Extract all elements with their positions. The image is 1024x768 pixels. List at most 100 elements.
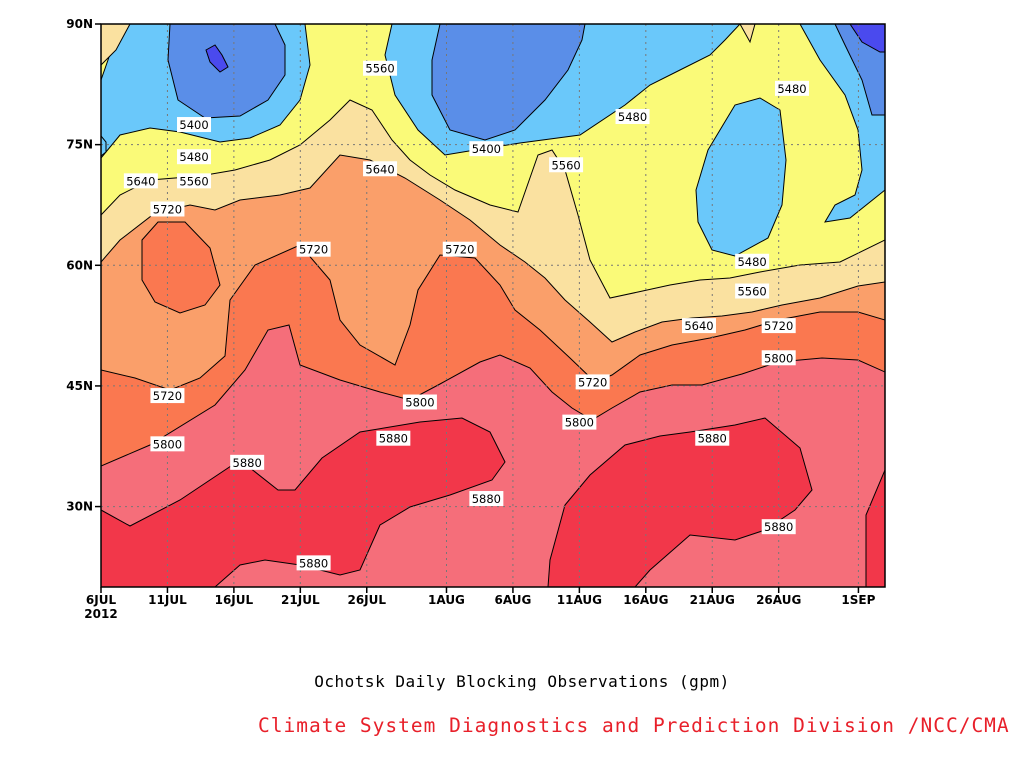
contour-label-text: 5560 (551, 158, 580, 172)
x-tick-label: 11JUL (148, 593, 187, 607)
contour-labels: 5400 5480 5560 5640 5720 5560 5640 5720 5720 5400… (123, 60, 809, 571)
contour-label-box (761, 350, 796, 366)
contour-label-text: 5560 (179, 174, 208, 188)
contour-label-box (150, 201, 185, 217)
contour-label-text: 5480 (179, 150, 208, 164)
contour-label-text: 5400 (472, 142, 501, 156)
contour-label-box (735, 253, 770, 269)
plot-frame (100, 23, 886, 588)
credit-line: Climate System Diagnostics and Predictio… (258, 714, 1010, 737)
x-tick-label: 6AUG (494, 593, 531, 607)
chart-title: Ochotsk Daily Blocking Observations (gpm… (314, 672, 730, 691)
x-tick-label: 1AUG (428, 593, 465, 607)
contour-label-text: 5800 (153, 437, 182, 451)
contour-label-5720: 5720 (296, 241, 331, 257)
contour-label-5720: 5720 (761, 318, 796, 334)
contour-label-box (177, 149, 212, 165)
contour-label-box (575, 374, 610, 390)
contour-label-box (761, 318, 796, 334)
contour-label-5880: 5880 (376, 430, 411, 446)
contour-label-text: 5720 (764, 319, 793, 333)
x-tick-year-label: 2012 (84, 607, 117, 621)
contour-label-text: 5560 (737, 285, 766, 299)
x-tick-label: 26JUL (347, 593, 386, 607)
contour-label-box (774, 80, 809, 96)
contour-label-5560: 5560 (549, 157, 584, 173)
band-5560-top-left (101, 24, 131, 66)
contour-label-text: 5720 (153, 202, 182, 216)
contour-label-text: 5880 (764, 520, 793, 534)
contour-label-text: 5880 (472, 492, 501, 506)
contour-label-5880: 5880 (296, 555, 331, 571)
contour-label-text: 5800 (565, 416, 594, 430)
contour-label-text: 5880 (299, 556, 328, 570)
band-below-5320-left (205, 44, 229, 73)
contour-label-box (123, 173, 158, 189)
contour-label-box (296, 555, 331, 571)
contour-label-text: 5640 (684, 319, 713, 333)
contour-label-5880: 5880 (469, 491, 504, 507)
contour-label-5880: 5880 (230, 454, 265, 470)
contour-label-text: 5720 (299, 243, 328, 257)
contour-label-5560: 5560 (363, 60, 398, 76)
contour-label-box (735, 283, 770, 299)
contour-label-box (681, 318, 716, 334)
contour-label-5720: 5720 (442, 241, 477, 257)
contour-label-text: 5880 (379, 432, 408, 446)
contour-label-5480: 5480 (615, 108, 650, 124)
contour-label-5480: 5480 (735, 253, 770, 269)
contour-label-5880: 5880 (695, 430, 730, 446)
band-5400-5480-edge (101, 135, 107, 157)
x-tick-label: 1SEP (841, 593, 875, 607)
x-tick-label: 11AUG (557, 593, 602, 607)
contour-label-5720: 5720 (150, 201, 185, 217)
contour-label-5800: 5800 (402, 394, 437, 410)
contour-label-text: 5720 (445, 243, 474, 257)
y-tick-label: 75N (66, 138, 93, 152)
contour-label-box (562, 414, 597, 430)
contour-label-box (469, 491, 504, 507)
contour-label-box (363, 161, 398, 177)
contour-label-text: 5880 (698, 432, 727, 446)
contour-label-text: 5800 (405, 396, 434, 410)
contour-label-5480: 5480 (177, 149, 212, 165)
contour-label-5800: 5800 (150, 436, 185, 452)
contour-label-5720: 5720 (150, 388, 185, 404)
y-tick-label: 90N (66, 17, 93, 31)
x-tick-label: 16JUL (215, 593, 254, 607)
plot-area: 5400 5480 5560 5640 5720 5560 5640 5720 5720 5400… (101, 24, 885, 587)
contour-label-5640: 5640 (363, 161, 398, 177)
contour-label-box (296, 241, 331, 257)
contour-label-text: 5560 (365, 62, 394, 76)
x-tick-label: 21AUG (690, 593, 735, 607)
contour-label-text: 5400 (179, 118, 208, 132)
contour-label-text: 5880 (233, 456, 262, 470)
band-below-5400-center (431, 24, 586, 141)
contour-label-box (402, 394, 437, 410)
band-5400-5480-oval (695, 97, 787, 257)
contour-label-5800: 5800 (761, 350, 796, 366)
contour-label-box (615, 108, 650, 124)
contour-label-text: 5800 (764, 351, 793, 365)
contour-label-box (177, 173, 212, 189)
contour-label-5560: 5560 (177, 173, 212, 189)
contour-label-5640: 5640 (123, 173, 158, 189)
y-axis: 30N 45N 60N 75N 90N (66, 17, 101, 514)
contour-label-text: 5480 (618, 110, 647, 124)
contour-label-5400: 5400 (469, 141, 504, 157)
contour-label-box (363, 60, 398, 76)
contour-label-5400: 5400 (177, 117, 212, 133)
contour-label-5880: 5880 (761, 519, 796, 535)
y-tick-label: 45N (66, 379, 93, 393)
x-tick-label: 26AUG (756, 593, 801, 607)
contour-label-box (150, 388, 185, 404)
contour-label-box (177, 117, 212, 133)
contour-label-text: 5640 (365, 162, 394, 176)
y-tick-label: 30N (66, 500, 93, 514)
contour-label-box (230, 454, 265, 470)
band-below-5400-left (167, 24, 286, 119)
contour-label-text: 5480 (737, 255, 766, 269)
contour-label-text: 5720 (153, 389, 182, 403)
contour-label-5640: 5640 (681, 318, 716, 334)
